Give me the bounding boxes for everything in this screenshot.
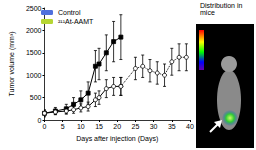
svg-text:10: 10 bbox=[77, 123, 85, 130]
svg-text:20: 20 bbox=[113, 123, 121, 130]
svg-text:5: 5 bbox=[61, 123, 65, 130]
svg-text:35: 35 bbox=[168, 123, 176, 130]
svg-text:Distribution in: Distribution in bbox=[200, 2, 244, 9]
svg-text:0: 0 bbox=[43, 123, 47, 130]
svg-text:15: 15 bbox=[95, 123, 103, 130]
svg-text:2500: 2500 bbox=[26, 5, 42, 12]
svg-text:30: 30 bbox=[150, 123, 158, 130]
svg-text:Control: Control bbox=[58, 9, 81, 16]
svg-text:mice: mice bbox=[200, 9, 215, 16]
svg-text:40: 40 bbox=[186, 123, 194, 130]
svg-text:0: 0 bbox=[38, 117, 42, 124]
svg-text:500: 500 bbox=[30, 94, 42, 101]
svg-text:Tumor volume (mm³): Tumor volume (mm³) bbox=[8, 31, 16, 96]
svg-text:1000: 1000 bbox=[26, 72, 42, 79]
svg-text:²¹¹At-AAMT: ²¹¹At-AAMT bbox=[58, 18, 94, 25]
svg-text:25: 25 bbox=[132, 123, 140, 130]
svg-text:2000: 2000 bbox=[26, 27, 42, 34]
svg-text:1500: 1500 bbox=[26, 49, 42, 56]
svg-text:Days after injection (Days): Days after injection (Days) bbox=[76, 135, 158, 143]
